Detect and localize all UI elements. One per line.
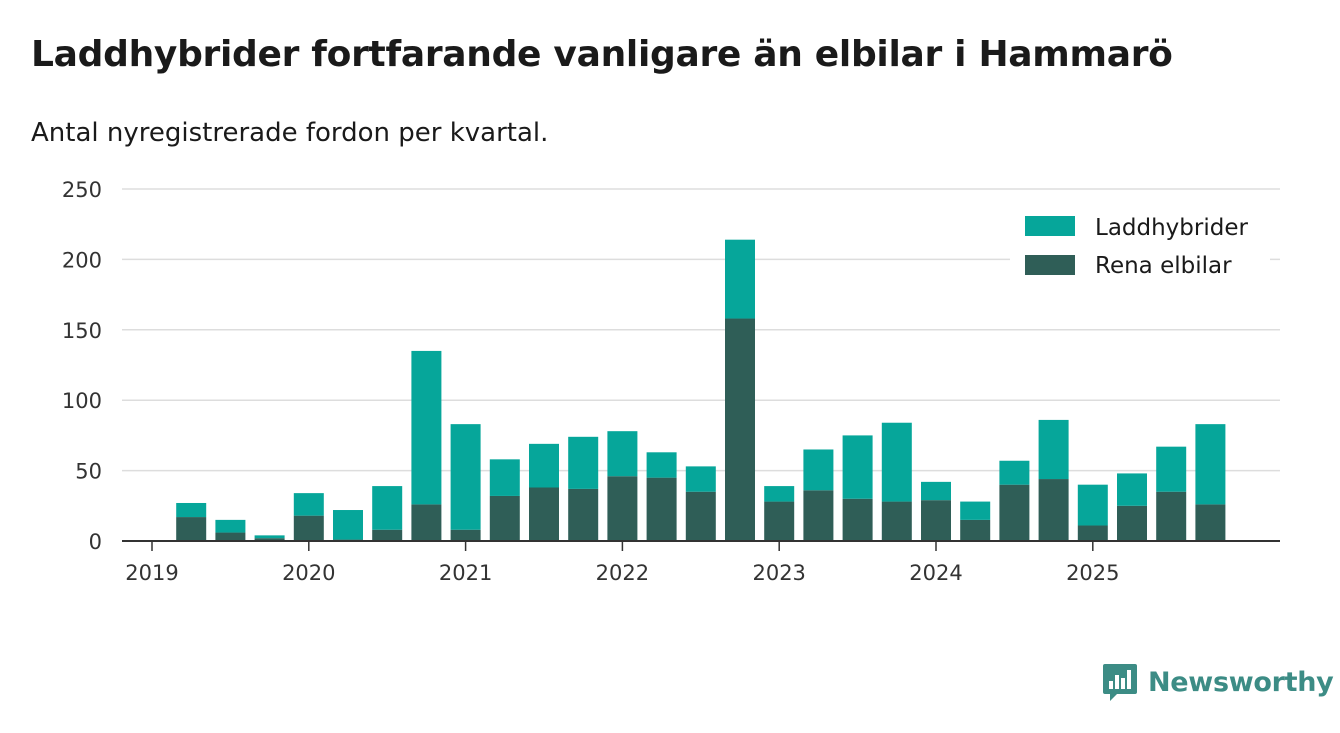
bar-electric bbox=[254, 538, 285, 541]
y-axis: 0 50 100 150 200 250 bbox=[62, 178, 102, 554]
bar-electric bbox=[1117, 505, 1147, 541]
y-tick-label: 50 bbox=[75, 460, 102, 484]
bar-electric bbox=[215, 532, 246, 541]
bar-electric bbox=[1156, 491, 1187, 541]
chart-title: Laddhybrider fortfarande vanligare än el… bbox=[31, 34, 1173, 75]
bar-hybrid bbox=[999, 460, 1030, 485]
bar-hybrid bbox=[1156, 446, 1187, 492]
bar-hybrid bbox=[1038, 419, 1069, 480]
brand-name: Newsworthy bbox=[1148, 666, 1334, 698]
bar-electric bbox=[1195, 504, 1226, 541]
bar-hybrid bbox=[803, 449, 834, 491]
x-tick-label: 2020 bbox=[282, 561, 335, 585]
bar-hybrid bbox=[215, 519, 246, 533]
y-tick-label: 250 bbox=[62, 178, 102, 202]
bar-hybrid bbox=[1077, 484, 1108, 526]
bar-electric bbox=[842, 498, 873, 541]
bar-hybrid bbox=[960, 501, 991, 520]
bar-electric bbox=[725, 318, 755, 541]
bar-hybrid bbox=[1195, 424, 1226, 505]
bar-hybrid bbox=[568, 436, 599, 489]
bar-electric bbox=[646, 477, 677, 541]
legend-swatch-hybrid bbox=[1025, 216, 1075, 236]
bar-hybrid bbox=[293, 493, 324, 516]
bar-electric bbox=[568, 488, 599, 541]
y-tick-label: 150 bbox=[62, 319, 102, 343]
bar-hybrid bbox=[607, 431, 638, 477]
bar-electric bbox=[372, 529, 403, 541]
bar-hybrid bbox=[685, 466, 716, 492]
bar-electric bbox=[1038, 479, 1069, 541]
bar-electric bbox=[803, 490, 834, 541]
brand-logo: Newsworthy bbox=[1102, 662, 1334, 702]
bar-hybrid bbox=[646, 452, 677, 478]
bar-electric bbox=[960, 519, 991, 541]
bar-electric bbox=[411, 504, 442, 541]
y-tick-label: 0 bbox=[89, 530, 102, 554]
chart-subtitle: Antal nyregistrerade fordon per kvartal. bbox=[31, 118, 549, 148]
x-tick-label: 2023 bbox=[752, 561, 805, 585]
bar-electric bbox=[489, 495, 520, 541]
x-tick-label: 2022 bbox=[596, 561, 649, 585]
x-tick-label: 2021 bbox=[439, 561, 492, 585]
bar-hybrid bbox=[450, 424, 481, 530]
bar-hybrid bbox=[881, 422, 912, 502]
x-axis: 2019 2020 2021 2022 2023 2024 2025 bbox=[125, 541, 1120, 585]
x-tick-label: 2024 bbox=[909, 561, 962, 585]
bar-hybrid bbox=[176, 502, 207, 518]
newsworthy-logo-icon bbox=[1103, 664, 1137, 701]
bar-electric bbox=[293, 515, 324, 541]
bar-hybrid bbox=[372, 486, 403, 530]
x-tick-label: 2019 bbox=[125, 561, 178, 585]
x-tick-label: 2025 bbox=[1066, 561, 1119, 585]
bar-hybrid bbox=[725, 239, 755, 319]
legend-label-electric: Rena elbilar bbox=[1095, 253, 1232, 279]
bar-hybrid bbox=[333, 510, 363, 540]
bar-hybrid bbox=[529, 443, 559, 488]
bar-electric bbox=[176, 517, 207, 541]
bar-hybrid bbox=[764, 486, 795, 502]
legend-label-hybrid: Laddhybrider bbox=[1095, 215, 1248, 241]
bar-electric bbox=[607, 476, 638, 541]
legend-swatch-electric bbox=[1025, 255, 1075, 275]
bar-electric bbox=[450, 529, 481, 541]
bar-hybrid bbox=[411, 350, 442, 505]
bar-hybrid bbox=[254, 535, 285, 539]
bar-electric bbox=[881, 501, 912, 541]
y-tick-label: 100 bbox=[62, 389, 102, 413]
bar-electric bbox=[921, 500, 951, 541]
bar-electric bbox=[764, 501, 795, 541]
y-tick-label: 200 bbox=[62, 248, 102, 272]
bar-hybrid bbox=[1117, 473, 1147, 506]
bar-electric bbox=[1077, 525, 1108, 541]
bars bbox=[176, 239, 1226, 541]
bar-hybrid bbox=[489, 459, 520, 496]
bar-hybrid bbox=[921, 481, 951, 501]
bar-electric bbox=[999, 484, 1030, 541]
bar-electric bbox=[529, 487, 559, 541]
bar-hybrid bbox=[842, 435, 873, 499]
legend: Laddhybrider Rena elbilar bbox=[1010, 206, 1270, 286]
bar-electric bbox=[685, 491, 716, 541]
